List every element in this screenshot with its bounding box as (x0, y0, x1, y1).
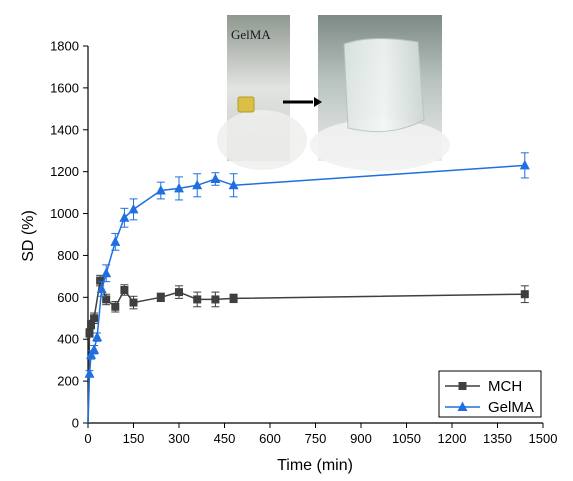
y-tick-label: 1600 (50, 80, 79, 95)
data-point-gelma (119, 212, 130, 222)
data-point-gelma (101, 267, 112, 278)
x-tick-label: 1500 (529, 431, 558, 446)
data-point-gelma (128, 203, 139, 214)
legend-swatch-marker (458, 382, 467, 390)
y-axis-ticks: 0 200 400 600 800 1000 1200 1400 1600 1800 (50, 39, 88, 431)
y-tick-label: 1800 (50, 39, 79, 54)
y-tick-label: 1400 (50, 122, 79, 137)
data-point-mch (229, 294, 238, 303)
photo-plate-after (310, 119, 450, 171)
swollen-gel-sample (343, 37, 425, 133)
data-point-mch (520, 290, 529, 299)
data-point-mch (129, 298, 138, 307)
right-arrow-icon (283, 97, 322, 107)
x-tick-label: 750 (305, 431, 327, 446)
legend: MCH GelMA (438, 370, 542, 418)
y-tick-label: 400 (57, 332, 79, 347)
data-point-mch (85, 328, 94, 337)
data-point-gelma (228, 179, 239, 190)
data-point-mch (193, 295, 202, 304)
data-point-mch (175, 288, 183, 297)
y-tick-label: 1200 (50, 164, 79, 179)
inset-label: GelMA (231, 27, 271, 42)
data-point-gelma (210, 173, 221, 183)
data-point-gelma (84, 368, 95, 378)
data-point-mch (102, 295, 111, 304)
series-layer (84, 152, 530, 424)
x-axis-title: Time (min) (277, 457, 353, 474)
legend-item-mch: MCH (445, 378, 522, 395)
y-tick-label: 200 (57, 374, 79, 389)
data-point-gelma (86, 349, 97, 359)
x-tick-label: 300 (168, 431, 190, 446)
y-tick-label: 0 (72, 416, 79, 431)
legend-item-gelma: GelMA (445, 399, 534, 416)
x-tick-label: 600 (259, 431, 281, 446)
series-gelma (84, 152, 530, 424)
photo-plate-before (217, 110, 307, 170)
data-point-gelma (96, 283, 107, 293)
data-point-mch (90, 314, 99, 323)
data-point-gelma (174, 182, 184, 193)
legend-swatch-marker (457, 401, 468, 411)
x-tick-label: 900 (350, 431, 372, 446)
x-tick-label: 450 (214, 431, 236, 446)
x-tick-label: 1350 (483, 431, 512, 446)
data-point-gelma (110, 236, 121, 246)
x-tick-label: 1050 (392, 431, 421, 446)
x-tick-label: 1200 (438, 431, 467, 446)
legend-box (438, 370, 542, 418)
y-axis-title: SD (%) (20, 210, 37, 262)
x-tick-label: 0 (84, 431, 91, 446)
x-tick-label: 150 (123, 431, 145, 446)
y-tick-label: 1000 (50, 206, 79, 221)
series-mch (85, 274, 529, 424)
data-point-gelma (92, 331, 103, 342)
y-tick-label: 800 (57, 248, 79, 263)
y-tick-label: 600 (57, 290, 79, 305)
data-point-mch (87, 320, 96, 329)
data-point-mch (111, 302, 120, 311)
data-point-gelma (192, 179, 203, 190)
x-axis-ticks: 0 150 300 450 600 750 900 1050 1200 1350 1500 (84, 423, 557, 446)
data-point-mch (211, 295, 220, 304)
inset-photos: GelMA (217, 15, 450, 171)
data-point-gelma (89, 344, 100, 354)
data-point-mch (120, 286, 129, 295)
legend-label: GelMA (488, 399, 534, 416)
data-point-gelma (519, 159, 530, 170)
legend-label: MCH (488, 378, 522, 395)
data-point-gelma (155, 185, 166, 195)
data-point-mch (96, 276, 105, 285)
data-point-mch (156, 293, 165, 302)
dry-gel-sample (237, 96, 255, 113)
